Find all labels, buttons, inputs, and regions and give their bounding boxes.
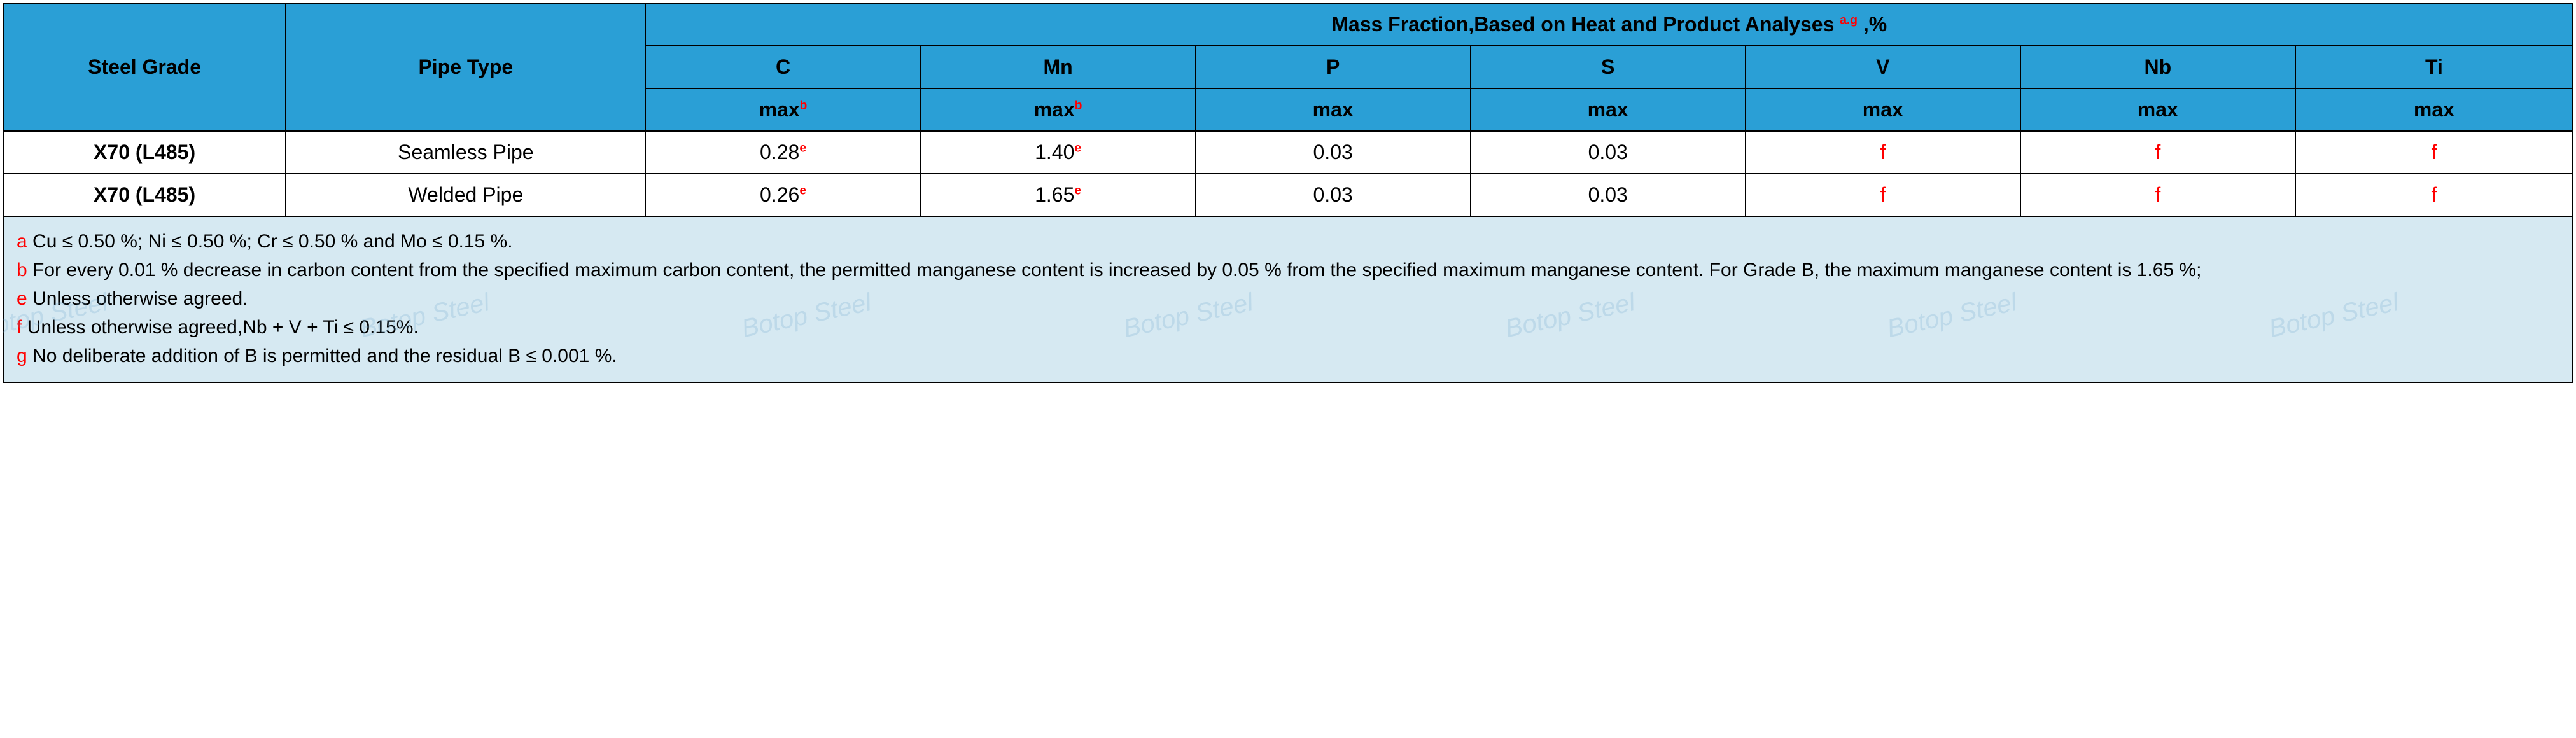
col-header-pipe-type: Pipe Type <box>286 3 645 131</box>
cell-nb: f <box>2020 131 2295 174</box>
mass-fraction-title-post: ,% <box>1858 13 1887 36</box>
cell-c: 0.26e <box>645 174 920 216</box>
value: 0.28 <box>760 141 799 164</box>
cell-ti: f <box>2295 131 2573 174</box>
table-row: X70 (L485) Welded Pipe 0.26e 1.65e 0.03 … <box>3 174 2573 216</box>
col-header-nb: Nb <box>2020 46 2295 88</box>
cell-c: 0.28e <box>645 131 920 174</box>
table-row: X70 (L485) Seamless Pipe 0.28e 1.40e 0.0… <box>3 131 2573 174</box>
col-header-c: C <box>645 46 920 88</box>
max-mn: maxb <box>921 88 1196 131</box>
cell-mn: 1.65e <box>921 174 1196 216</box>
max-nb: max <box>2020 88 2295 131</box>
value-sup: e <box>799 184 806 197</box>
max-label: max <box>759 98 800 121</box>
cell-grade: X70 (L485) <box>3 131 286 174</box>
col-header-mass-fraction: Mass Fraction,Based on Heat and Product … <box>645 3 2573 46</box>
footnote-e: e Unless otherwise agreed. <box>17 284 2559 313</box>
footnote-text: Cu ≤ 0.50 %; Ni ≤ 0.50 %; Cr ≤ 0.50 % an… <box>27 231 513 252</box>
value-sup: e <box>1074 141 1081 155</box>
max-sup-b: b <box>1075 99 1082 112</box>
cell-pipe-type: Seamless Pipe <box>286 131 645 174</box>
cell-p: 0.03 <box>1196 131 1471 174</box>
footnote-letter: a <box>17 231 27 252</box>
value-sup: e <box>799 141 806 155</box>
col-header-steel-grade: Steel Grade <box>3 3 286 131</box>
cell-mn: 1.40e <box>921 131 1196 174</box>
max-p: max <box>1196 88 1471 131</box>
footnote-letter: b <box>17 260 27 281</box>
cell-v: f <box>1746 174 2020 216</box>
cell-v: f <box>1746 131 2020 174</box>
max-ti: max <box>2295 88 2573 131</box>
col-header-v: V <box>1746 46 2020 88</box>
header-row-1: Steel Grade Pipe Type Mass Fraction,Base… <box>3 3 2573 46</box>
footnote-f: f Unless otherwise agreed,Nb + V + Ti ≤ … <box>17 313 2559 342</box>
max-label: max <box>1034 98 1075 121</box>
footnote-letter: e <box>17 288 27 309</box>
max-sup-b: b <box>800 99 808 112</box>
value: 1.65 <box>1035 183 1074 206</box>
footnotes-cell: a Cu ≤ 0.50 %; Ni ≤ 0.50 %; Cr ≤ 0.50 % … <box>3 216 2573 382</box>
max-v: max <box>1746 88 2020 131</box>
mass-fraction-sup: a.g <box>1840 13 1858 27</box>
col-header-ti: Ti <box>2295 46 2573 88</box>
value: 0.26 <box>760 183 799 206</box>
max-c: maxb <box>645 88 920 131</box>
footnote-text: For every 0.01 % decrease in carbon cont… <box>27 260 2202 281</box>
cell-s: 0.03 <box>1471 131 1746 174</box>
footnote-b: b For every 0.01 % decrease in carbon co… <box>17 256 2559 284</box>
footnote-text: Unless otherwise agreed. <box>27 288 248 309</box>
footnote-text: Unless otherwise agreed,Nb + V + Ti ≤ 0.… <box>22 317 418 338</box>
footnote-text: No deliberate addition of B is permitted… <box>27 345 617 366</box>
footnote-letter: g <box>17 345 27 366</box>
cell-nb: f <box>2020 174 2295 216</box>
footnote-a: a Cu ≤ 0.50 %; Ni ≤ 0.50 %; Cr ≤ 0.50 % … <box>17 227 2559 256</box>
value-sup: e <box>1074 184 1081 197</box>
cell-pipe-type: Welded Pipe <box>286 174 645 216</box>
table-wrapper: Botop Steel Botop Steel Botop Steel Boto… <box>3 3 2573 383</box>
footnote-g: g No deliberate addition of B is permitt… <box>17 342 2559 370</box>
col-header-s: S <box>1471 46 1746 88</box>
mass-fraction-title-pre: Mass Fraction,Based on Heat and Product … <box>1331 13 1840 36</box>
col-header-p: P <box>1196 46 1471 88</box>
cell-ti: f <box>2295 174 2573 216</box>
max-s: max <box>1471 88 1746 131</box>
footnotes-row: a Cu ≤ 0.50 %; Ni ≤ 0.50 %; Cr ≤ 0.50 % … <box>3 216 2573 382</box>
value: 1.40 <box>1035 141 1074 164</box>
cell-grade: X70 (L485) <box>3 174 286 216</box>
cell-p: 0.03 <box>1196 174 1471 216</box>
col-header-mn: Mn <box>921 46 1196 88</box>
composition-table: Steel Grade Pipe Type Mass Fraction,Base… <box>3 3 2573 383</box>
cell-s: 0.03 <box>1471 174 1746 216</box>
